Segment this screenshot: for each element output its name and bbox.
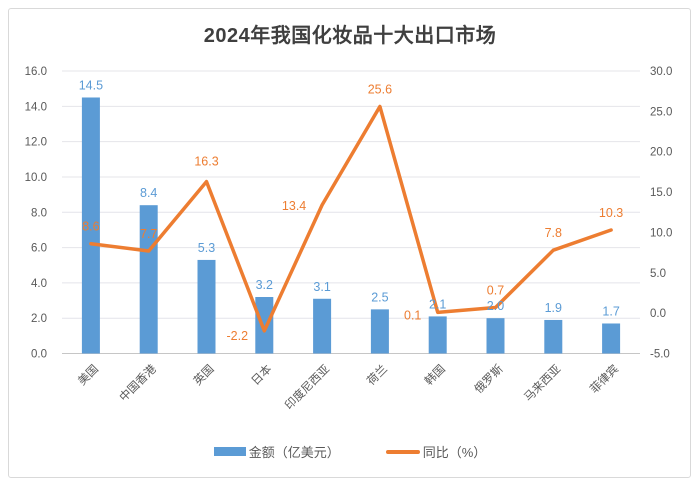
- y-axis-left-tick: 6.0: [31, 243, 47, 255]
- y-axis-left-tick: 14.0: [25, 101, 47, 113]
- x-axis-label: 日本: [248, 361, 275, 388]
- line-series-swatch-icon: [385, 449, 420, 454]
- legend-label-amount: 金额（亿美元）: [248, 445, 340, 460]
- bar-series-swatch-icon: [213, 447, 246, 456]
- y-axis-left-tick: 8.0: [31, 207, 47, 219]
- legend-label-yoy: 同比（%）: [422, 445, 487, 460]
- y-axis-left-tick: 10.0: [25, 172, 47, 184]
- bar-value-label: 1.9: [545, 301, 562, 315]
- y-axis-right-tick: 30.0: [650, 66, 672, 78]
- bar: [428, 316, 447, 354]
- y-axis-left-tick: 2.0: [31, 313, 47, 325]
- line-value-label: 0.7: [487, 283, 504, 297]
- y-axis-left-tick: 12.0: [25, 137, 47, 149]
- line-value-label: 7.7: [140, 227, 157, 241]
- bar: [486, 318, 505, 354]
- bar: [197, 259, 216, 354]
- line-value-label: 16.3: [194, 155, 218, 169]
- y-axis-right-tick: 10.0: [650, 227, 672, 239]
- y-axis-right-tick: -5.0: [650, 349, 670, 361]
- line-value-label: 7.8: [545, 226, 562, 240]
- x-axis-label: 英国: [190, 362, 216, 388]
- y-axis-left-tick: 4.0: [31, 278, 47, 290]
- legend-item-amount: 金额（亿美元）: [213, 442, 340, 461]
- x-axis-label: 菲律宾: [587, 362, 621, 396]
- bar: [370, 309, 389, 354]
- legend: 金额（亿美元） 同比（%）: [0, 442, 700, 461]
- line-series: [89, 104, 613, 333]
- bar: [81, 97, 100, 354]
- line-value-label: 13.4: [282, 199, 306, 213]
- x-axis-label: 美国: [75, 362, 101, 388]
- bar: [313, 298, 332, 354]
- bar-value-label: 3.1: [313, 280, 330, 294]
- line-value-label: 25.6: [368, 83, 392, 97]
- bar-value-label: 3.2: [256, 278, 273, 292]
- y-axis-right-tick: 20.0: [650, 147, 672, 159]
- y-axis-left-tick: 16.0: [25, 66, 47, 78]
- bar-value-label: 2.0: [487, 299, 504, 313]
- line-value-label: -2.2: [227, 329, 249, 343]
- bar: [139, 205, 158, 354]
- bar-value-label: 2.1: [429, 297, 446, 311]
- line-value-label: 10.3: [599, 206, 623, 220]
- x-axis-label: 俄罗斯: [472, 362, 506, 396]
- y-axis-right-tick: 15.0: [650, 187, 672, 199]
- y-axis-left-tick: 0.0: [31, 349, 47, 361]
- line-value-label: 0.1: [404, 308, 421, 322]
- legend-item-yoy: 同比（%）: [385, 442, 487, 461]
- bar-value-label: 14.5: [79, 78, 103, 92]
- y-axis-right-tick: 5.0: [650, 268, 666, 280]
- y-axis-right-tick: 0.0: [650, 308, 666, 320]
- bar-value-label: 5.3: [198, 241, 215, 255]
- x-axis-label: 马来西亚: [522, 362, 564, 404]
- y-axis-right-tick: 25.0: [650, 106, 672, 118]
- bar: [602, 323, 621, 354]
- bar-value-label: 8.4: [140, 186, 157, 200]
- x-axis-label: 印度尼西亚: [282, 362, 333, 413]
- chart-title: 2024年我国化妆品十大出口市场: [203, 25, 497, 47]
- bar: [544, 319, 563, 354]
- line-value-label: 8.6: [82, 220, 99, 234]
- bar: [255, 297, 274, 354]
- bar-value-label: 2.5: [371, 290, 388, 304]
- x-axis-label: 荷兰: [365, 362, 390, 387]
- x-axis-label: 中国香港: [117, 362, 159, 404]
- chart-plot: 0.0 2.0 4.0 6.0 8.0 10.0 12.0 14.0 16.0 -5.0 0.0 5.…: [25, 66, 673, 413]
- x-axis-label: 韩国: [422, 362, 448, 388]
- bar-value-label: 1.7: [602, 304, 619, 318]
